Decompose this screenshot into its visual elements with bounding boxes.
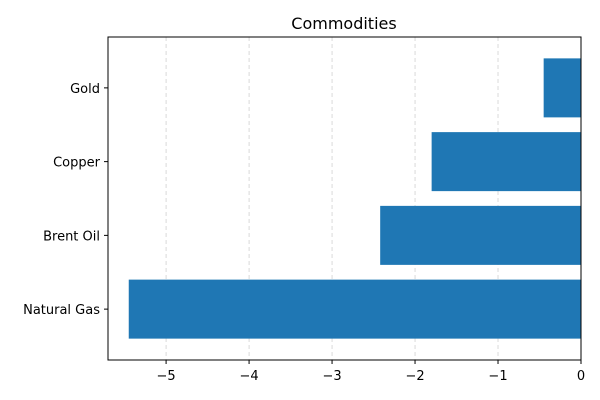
bars — [128, 58, 582, 339]
x-tick-label: −3 — [322, 369, 341, 384]
bar-brent-oil — [380, 205, 581, 265]
chart-title: Commodities — [291, 14, 396, 33]
bar-natural-gas — [128, 279, 582, 339]
y-axis: Natural Gas Brent Oil Copper Gold — [23, 82, 108, 318]
y-tick-label: Gold — [70, 82, 100, 97]
bar-gold — [543, 58, 581, 118]
y-tick-label: Brent Oil — [43, 229, 100, 244]
y-tick-label: Natural Gas — [23, 303, 100, 318]
x-tick-label: −4 — [239, 369, 258, 384]
plot-frame — [107, 36, 582, 361]
y-tick-label: Copper — [53, 156, 101, 171]
x-tick-label: −2 — [405, 369, 424, 384]
x-axis: −5 −4 −3 −2 −1 0 — [157, 360, 585, 384]
x-tick-label: −5 — [157, 369, 176, 384]
x-tick-label: 0 — [577, 369, 585, 384]
bar-copper — [431, 132, 581, 192]
x-tick-label: −1 — [488, 369, 507, 384]
